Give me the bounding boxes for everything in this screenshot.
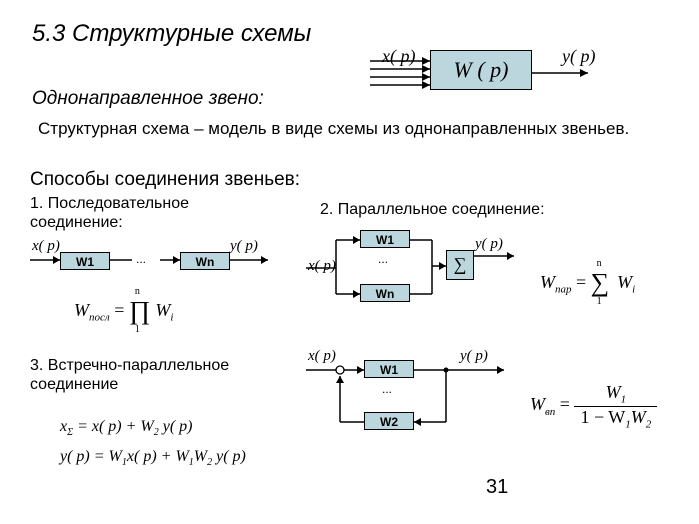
parallel-sigma-arg-sub: i [632, 284, 635, 296]
feedback-w1-block: W1 [364, 360, 414, 378]
fb-formula-eq: = [560, 394, 575, 414]
definition-text: Структурная схема – модель в виде схемы … [38, 118, 648, 139]
fb-den-2: W [631, 407, 646, 427]
eq2-lhs: y( p) = W [60, 448, 122, 465]
section-title: 5.3 Структурные схемы [32, 20, 311, 48]
fb-num-W: W [606, 382, 621, 402]
serial-formula: Wпосл = n ∏ 1 Wi [74, 290, 173, 334]
eq2-end: y( p) [212, 448, 246, 465]
parallel-sigma-bot: 1 [597, 296, 602, 307]
subtitle: Однонаправленное звено: [32, 88, 264, 110]
slide: 5.3 Структурные схемы x( p) y( p) W ( p)… [0, 0, 699, 524]
parallel-dots: ... [378, 252, 388, 266]
fb-num-sub: 1 [621, 394, 627, 406]
eq2-mid: x( p) + W [127, 448, 189, 465]
parallel-sigma: ∑ [591, 268, 610, 298]
serial-prod-arg-sub: i [170, 312, 173, 324]
parallel-wires [306, 226, 526, 306]
fb-den-1: 1 − W [580, 407, 625, 427]
eq1-rhs2: y( p) [159, 418, 193, 435]
parallel-formula-sub: пар [555, 284, 572, 296]
serial-formula-eq: = [114, 300, 129, 320]
feedback-w2-block: W2 [364, 412, 414, 430]
eq2-mid2: W [194, 448, 207, 465]
parallel-formula: Wпар = n ∑ 1 Wi [540, 262, 635, 306]
serial-wn-block: Wn [180, 252, 230, 270]
method2-heading: 2. Параллельное соединение: [320, 200, 545, 219]
parallel-sigma-arg: W [617, 272, 632, 292]
eq1-sub: Σ [67, 427, 73, 438]
feedback-wires [306, 356, 526, 446]
page-number: 31 [486, 476, 508, 499]
parallel-w1-block: W1 [360, 230, 410, 248]
serial-formula-W: W [74, 300, 89, 320]
feedback-dots: ... [382, 382, 392, 396]
main-wp-block: W ( p) [430, 50, 532, 90]
parallel-formula-eq: = [576, 272, 591, 292]
parallel-formula-W: W [540, 272, 555, 292]
serial-prod-arg: W [155, 300, 170, 320]
methods-heading: Способы соединения звеньев: [30, 168, 300, 192]
serial-prod-bot: 1 [135, 324, 140, 335]
feedback-eq1: xΣ = x( p) + W2 y( p) [60, 418, 193, 438]
serial-prod: ∏ [129, 296, 150, 326]
parallel-sum-block: ∑ [446, 250, 474, 280]
serial-dots: ... [136, 252, 146, 266]
fb-formula-sub: вп [545, 406, 555, 418]
method3-heading: 3. Встречно-параллельное соединение [30, 356, 260, 394]
fb-den-2-sub: 2 [646, 418, 652, 430]
method1-heading: 1. Последовательное соединение: [30, 194, 230, 232]
fb-formula-W: W [530, 394, 545, 414]
parallel-wn-block: Wn [360, 284, 410, 302]
serial-w1-block: W1 [60, 252, 110, 270]
feedback-formula: Wвп = W1 1 − W1W2 [530, 382, 657, 430]
feedback-eq2: y( p) = W1x( p) + W1W2 y( p) [60, 448, 246, 468]
eq1-rhs: = x( p) + W [77, 418, 154, 435]
serial-formula-sub: посл [89, 312, 110, 324]
